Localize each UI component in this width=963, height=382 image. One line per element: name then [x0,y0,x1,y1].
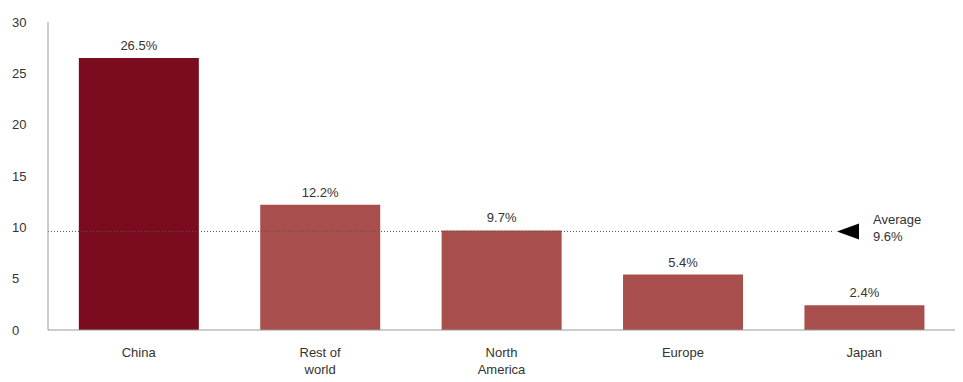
svg-text:30: 30 [12,15,26,30]
svg-text:20: 20 [12,117,26,132]
svg-text:Japan: Japan [847,345,882,360]
svg-text:12.2%: 12.2% [302,185,339,200]
svg-text:5: 5 [12,271,19,286]
svg-text:9.7%: 9.7% [487,210,517,225]
svg-text:Europe: Europe [662,345,704,360]
svg-text:Rest ofworld: Rest ofworld [300,345,342,374]
svg-text:2.4%: 2.4% [850,285,880,300]
svg-text:9.6%: 9.6% [873,229,903,244]
svg-text:5.4%: 5.4% [668,255,698,270]
svg-text:10: 10 [12,220,26,235]
svg-text:25: 25 [12,66,26,81]
svg-text:26.5%: 26.5% [120,38,157,53]
svg-text:15: 15 [12,169,26,184]
svg-text:China: China [122,345,157,360]
svg-text:Average: Average [873,212,921,227]
svg-text:NorthAmerica: NorthAmerica [478,345,526,374]
svg-text:0: 0 [12,323,19,338]
